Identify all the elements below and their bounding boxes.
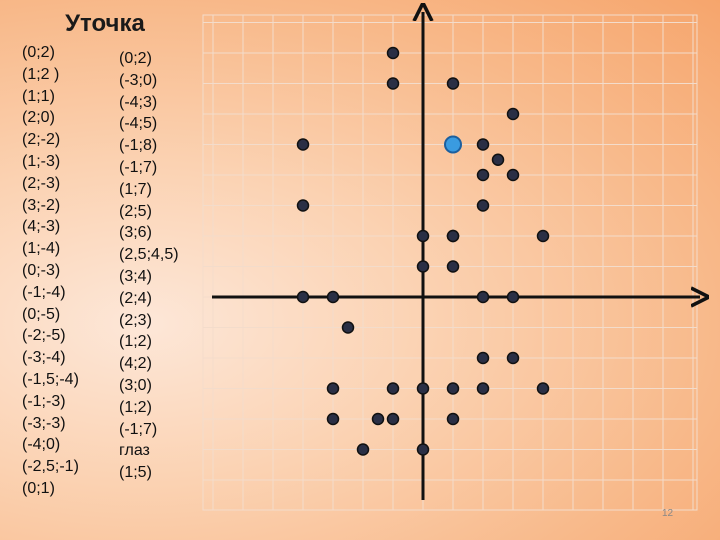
coordinate: (2;5) <box>119 202 152 220</box>
point <box>386 46 400 60</box>
grid-frame <box>202 14 698 511</box>
point <box>356 443 370 456</box>
coordinate: (4;2) <box>119 355 152 373</box>
coordinate: глаз <box>119 442 150 460</box>
coordinate: (0;2) <box>22 44 55 61</box>
point <box>476 382 490 395</box>
point <box>476 138 490 151</box>
coordinate: (-1,5;-4) <box>22 370 79 388</box>
coordinate: (-2,5;-1) <box>22 458 79 476</box>
point <box>536 382 550 395</box>
coordinate: (-3;0) <box>119 71 158 89</box>
point <box>296 138 310 151</box>
point <box>476 351 490 365</box>
point <box>416 229 430 243</box>
coordinate: (1;1) <box>22 87 55 105</box>
point <box>476 199 490 212</box>
coordinate: (2;-3) <box>22 174 61 192</box>
point <box>506 168 520 182</box>
point <box>446 77 460 90</box>
point <box>446 382 460 395</box>
coordinate: (-4;5) <box>119 115 158 133</box>
coordinate: (0;1) <box>22 479 55 497</box>
coordinate: (-1;7) <box>119 420 158 438</box>
point <box>326 290 340 304</box>
point <box>386 77 400 90</box>
eye-point <box>444 135 462 154</box>
coordinate: (-3;-3) <box>22 414 66 432</box>
point <box>476 290 490 304</box>
coordinate: (1;2 ) <box>22 65 60 83</box>
coordinate: (-1;8) <box>119 137 158 155</box>
coordinate: (1;2) <box>119 333 152 351</box>
coordinate-list: (0;2) (1;2 ) (1;1) (2;0) (2;-2) (1;-3) (2;-3) (… <box>22 42 79 500</box>
point <box>476 168 490 182</box>
point <box>491 153 505 166</box>
coordinate-list: (0;2) (-3;0) (-4;3) (-4;5) (-1;8) (-1;7) (1;7)… <box>119 48 179 484</box>
point <box>446 412 460 426</box>
coordinate: (-4;0) <box>22 436 61 454</box>
point <box>386 412 400 426</box>
point <box>371 412 385 426</box>
coordinate: (2,5;4,5) <box>119 246 179 264</box>
coordinate: (1;-4) <box>22 240 61 258</box>
coordinate: (1;5) <box>119 464 152 482</box>
point <box>506 351 520 365</box>
coordinate: (2;3) <box>119 311 152 329</box>
coordinate: (2;-2) <box>22 131 61 149</box>
coordinate: (-1;-3) <box>22 392 66 410</box>
point <box>536 229 550 243</box>
coordinate: (3;-2) <box>22 196 61 214</box>
point <box>326 382 340 395</box>
coordinate: (-1;-4) <box>22 283 66 301</box>
point <box>296 290 310 304</box>
point <box>416 382 430 395</box>
point <box>296 199 310 212</box>
coordinate: (-2;-5) <box>22 327 66 345</box>
coordinate: (3;4) <box>119 267 152 285</box>
point <box>446 260 460 273</box>
point <box>416 443 430 456</box>
point <box>386 382 400 395</box>
page-number: 12 <box>662 508 674 519</box>
point <box>341 321 355 334</box>
point <box>506 107 520 121</box>
coordinate: (0;2) <box>119 50 152 67</box>
point <box>416 260 430 273</box>
point <box>506 290 520 304</box>
coordinate: (4;-3) <box>22 218 61 236</box>
coordinate: (3;6) <box>119 224 152 242</box>
coordinate: (-4;3) <box>119 93 158 111</box>
coordinate: (1;2) <box>119 398 152 416</box>
coordinate: (0;-5) <box>22 305 61 323</box>
coordinate: (1;-3) <box>22 152 61 170</box>
coordinate: (1;7) <box>119 180 152 198</box>
coordinate: (0;-3) <box>22 261 61 279</box>
coordinate: (2;4) <box>119 289 152 307</box>
title: Уточка <box>65 10 145 37</box>
coordinate: (2;0) <box>22 109 55 127</box>
coordinate: (-3;-4) <box>22 349 66 367</box>
point <box>446 229 460 243</box>
coordinate: (-1;7) <box>119 158 158 176</box>
coordinate: (3;0) <box>119 376 152 394</box>
point <box>326 412 340 426</box>
